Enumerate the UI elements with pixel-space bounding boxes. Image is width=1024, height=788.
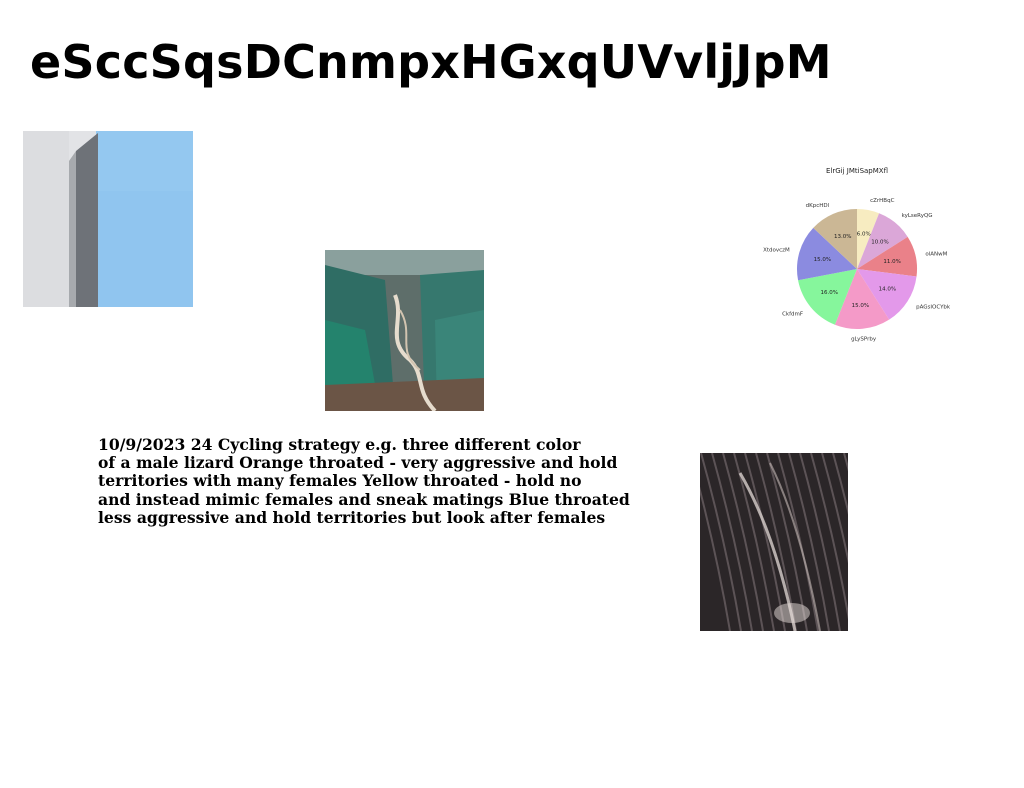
pie-category-label: pAGsIOCYbk: [916, 305, 950, 311]
pie-pct-label: 15.0%: [814, 257, 831, 263]
pie-pct-label: 11.0%: [883, 259, 900, 265]
pie-slice-olANwM: [857, 236, 917, 277]
pie-slice-CkfdmF: [798, 269, 857, 325]
pie-pct-label: 16.0%: [821, 290, 838, 296]
tunnel-rib: [700, 453, 742, 631]
pie-category-label: kyLseRyQG: [902, 213, 933, 219]
pie-category-label: olANwM: [925, 252, 947, 258]
tunnel-rib: [722, 453, 764, 631]
notes-text: 10/9/2023 24 Cycling strategy e.g. three…: [98, 435, 630, 527]
tunnel-photo: [700, 453, 848, 631]
pie-slice-gLySPrby: [834, 269, 890, 329]
pie-category-label: gLySPrby: [851, 337, 877, 343]
tunnel-rib: [788, 453, 830, 631]
pie-slice-XtdovczM: [797, 227, 857, 281]
pie-category-label: CkfdmF: [782, 312, 803, 318]
pie-category-label: XtdovczM: [763, 247, 790, 253]
tunnel-rib: [810, 453, 848, 620]
pie-pct-label: 14.0%: [879, 286, 896, 292]
canyon-photo: [325, 250, 484, 411]
tunnel-rib: [821, 453, 848, 564]
pie-category-label: dKpcHDl: [806, 203, 830, 209]
tunnel-rib: [832, 453, 848, 515]
tunnel-rib: [700, 486, 731, 631]
page-title: eSccSqsDCnmpxHGxqUVvljJpM: [30, 35, 832, 89]
chart-title: ElrGij JMtiSapMXfl: [826, 167, 888, 175]
pie-slice-kyLseRyQG: [857, 213, 908, 269]
pie-slice-pAGsIOCYbk: [857, 269, 917, 320]
pie-pct-label: 6.0%: [857, 232, 871, 238]
pie-pct-label: 10.0%: [871, 239, 888, 245]
pie-slice-dKpcHDl: [813, 209, 857, 269]
tunnel-rib: [799, 453, 841, 631]
pie-slice-cZrHBqC: [857, 209, 880, 269]
pie-category-label: cZrHBqC: [870, 198, 894, 204]
pie-pct-label: 15.0%: [852, 303, 869, 309]
tunnel-rib: [711, 453, 753, 631]
building-photo: [23, 131, 193, 307]
pie-chart: ElrGij JMtiSapMXfl 6.0% cZrHBqC 10.0% kyLse…: [760, 160, 950, 370]
pie-pct-label: 13.0%: [834, 234, 851, 240]
